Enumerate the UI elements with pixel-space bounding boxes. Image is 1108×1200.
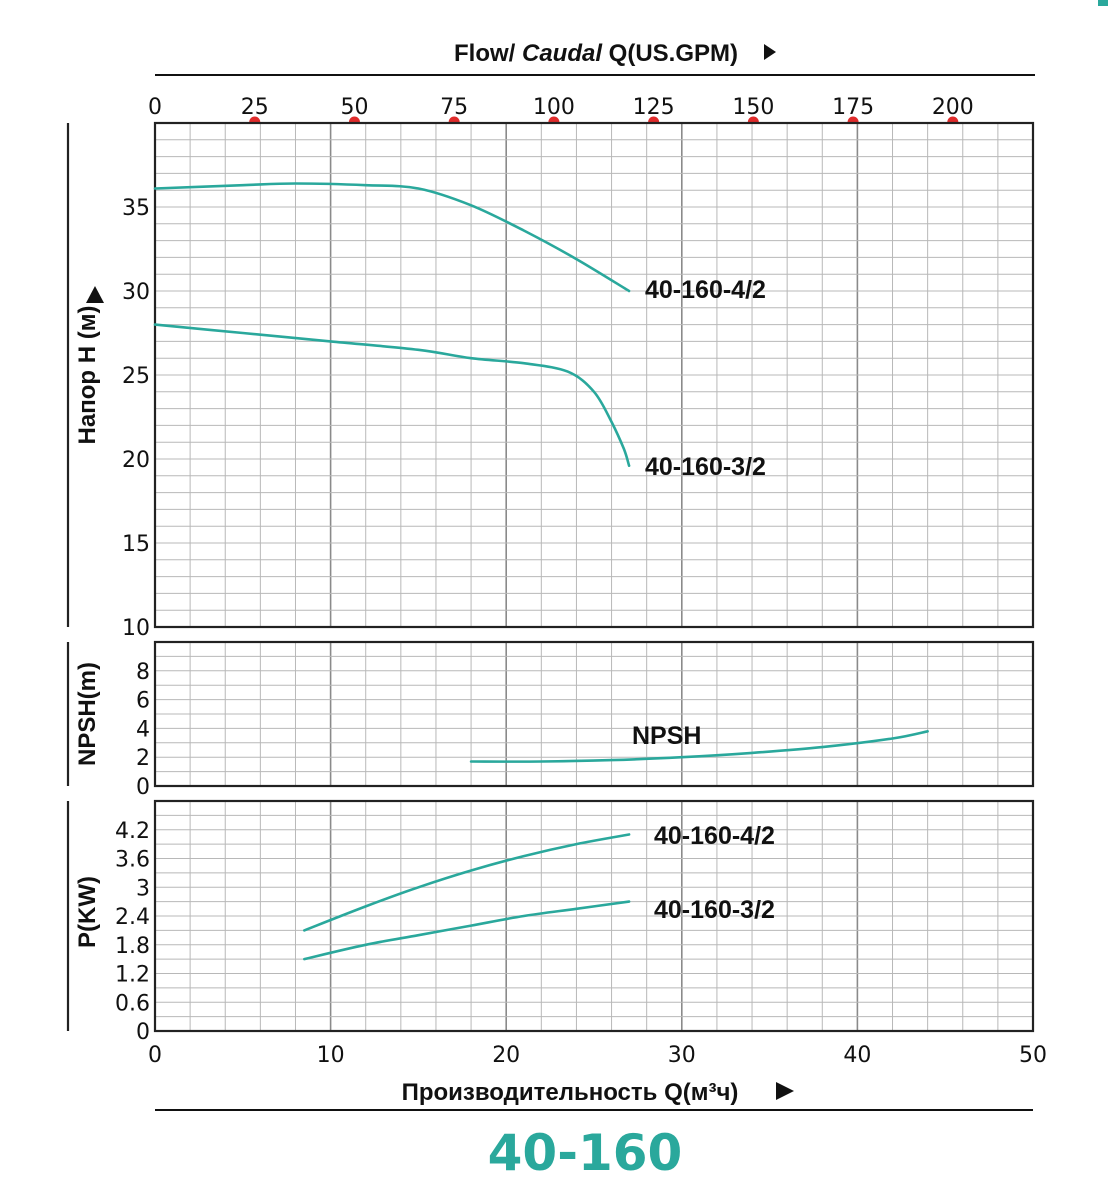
y-tick-label: 30 — [122, 280, 150, 305]
y-tick-label: 0 — [136, 775, 150, 800]
series-label: 40-160-3/2 — [654, 896, 775, 924]
x-tick-label: 0 — [148, 1043, 162, 1068]
plot-frame — [153, 799, 1035, 1033]
model-title: 40-160 — [488, 1124, 683, 1182]
top-title-arrow-icon — [764, 44, 776, 60]
y-tick-label: 1.2 — [115, 963, 150, 988]
y-tick-label: 35 — [122, 196, 150, 221]
svg-text:Flow/ Caudal Q(US.GPM): Flow/ Caudal Q(US.GPM) — [454, 40, 738, 67]
chart-panel-1: 10 15 20 25 30 35 Напор H (м) 40-160-4/2 40-160-… — [66, 121, 1035, 641]
gpm-tick-label: 25 — [241, 95, 269, 120]
x-tick-label: 20 — [492, 1043, 520, 1068]
y-tick-label: 1.8 — [115, 934, 150, 959]
x-tick-label: 30 — [668, 1043, 696, 1068]
y-tick-label: 2 — [136, 746, 150, 771]
series-label: 40-160-3/2 — [645, 453, 766, 481]
series-label: 40-160-4/2 — [654, 822, 775, 850]
top-title-suffix: Q(US.GPM) — [602, 40, 738, 67]
y-tick-label: 10 — [122, 616, 150, 641]
y-tick-label: 4.2 — [115, 819, 150, 844]
gpm-tick-label: 125 — [633, 95, 675, 120]
y-tick-label: 20 — [122, 448, 150, 473]
y-axis-label: NPSH(m) — [74, 662, 101, 766]
corner-mark — [1098, 0, 1108, 6]
series-line-40-160-4/2 — [303, 833, 631, 932]
gpm-tick-label: 175 — [832, 95, 874, 120]
y-tick-label: 15 — [122, 532, 150, 557]
y-tick-label: 25 — [122, 364, 150, 389]
x-axis-ticks: 0 10 20 30 40 50 — [148, 1043, 1047, 1068]
y-axis-label: P(KW) — [74, 876, 101, 948]
x-tick-label: 10 — [317, 1043, 345, 1068]
plot-frame — [153, 640, 1035, 788]
series-line-NPSH — [469, 730, 929, 763]
x-tick-label: 40 — [843, 1043, 871, 1068]
top-title-italic: Caudal — [522, 40, 603, 67]
y-tick-label: 6 — [136, 689, 150, 714]
y-tick-label: 0.6 — [115, 991, 150, 1016]
x-axis-title: Производительность Q(м³ч) — [402, 1079, 794, 1106]
series-label: 40-160-4/2 — [645, 276, 766, 304]
x-tick-label: 50 — [1019, 1043, 1047, 1068]
plot-frame — [153, 121, 1035, 629]
gpm-tick-label: 50 — [340, 95, 368, 120]
gpm-tick-label: 200 — [932, 95, 974, 120]
gpm-tick-label: 150 — [732, 95, 774, 120]
chart-panel-3: 0 0.6 1.2 1.8 2.4 3 3.6 4.2 P(KW) 40-160-4/2 40-16… — [66, 799, 1035, 1045]
x-axis-label: Производительность Q(м³ч) — [402, 1079, 739, 1106]
y-axis-label: Напор H (м) — [74, 306, 101, 445]
gpm-axis: 0 25 50 75 100 125 150 175 200 — [148, 95, 974, 128]
y-tick-label: 8 — [136, 660, 150, 685]
y-tick-label: 3 — [136, 876, 150, 901]
series-line-40-160-3/2 — [303, 900, 631, 961]
top-axis-title: Flow/ Caudal Q(US.GPM) — [454, 40, 776, 67]
y-tick-label: 2.4 — [115, 905, 150, 930]
series-label: NPSH — [632, 722, 701, 750]
chart-panel-2: 0 2 4 6 8 NPSH(m) NPSH — [66, 640, 1035, 800]
series-line-40-160-3/2 — [153, 323, 631, 467]
series-line-40-160-4/2 — [153, 182, 631, 293]
y-axis-arrow-icon — [86, 286, 104, 303]
gpm-tick-label: 100 — [533, 95, 575, 120]
y-tick-label: 4 — [136, 717, 150, 742]
y-tick-label: 0 — [136, 1020, 150, 1045]
gpm-tick-label: 0 — [148, 95, 162, 120]
x-axis-arrow-icon — [776, 1082, 794, 1100]
top-title-prefix: Flow/ — [454, 40, 522, 67]
gpm-tick-label: 75 — [440, 95, 468, 120]
y-tick-label: 3.6 — [115, 848, 150, 873]
